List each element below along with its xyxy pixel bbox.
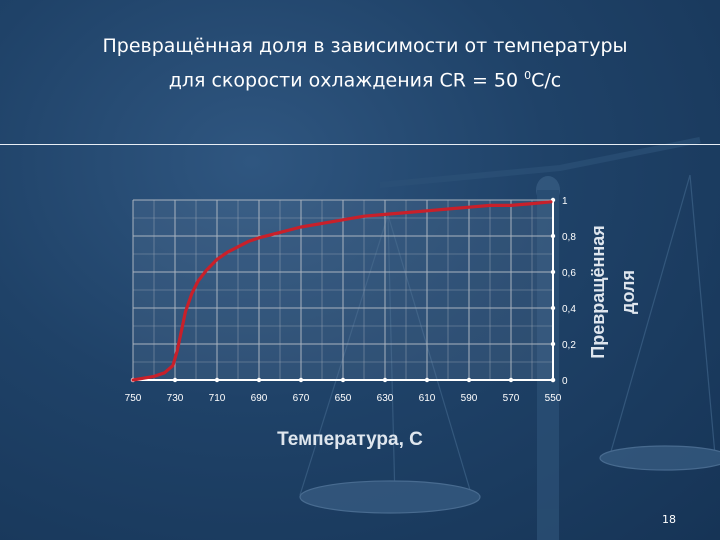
x-tick-label: 710 (209, 393, 226, 404)
slide-title-degree-sup: 0 (524, 69, 532, 82)
y-tick-label: 0,2 (562, 340, 576, 351)
slide-title-line-2-prefix: для скорости охлаждения CR = 50 (168, 69, 525, 92)
slide-title-line-2-suffix: C/c (531, 69, 562, 92)
x-tick-label: 730 (167, 393, 184, 404)
y-axis-title-line-1: Превращённая (588, 225, 608, 358)
y-axis-title-line-2: доля (618, 270, 638, 314)
x-tick-label: 630 (377, 393, 394, 404)
chart-grid (132, 199, 554, 381)
y-tick-label: 0 (562, 376, 568, 387)
y-tick-label: 0,6 (562, 268, 576, 279)
slide-title-line-1: Превращённая доля в зависимости от темпе… (102, 35, 628, 57)
x-tick-label: 610 (419, 393, 436, 404)
chart-axes (130, 197, 556, 383)
x-axis-title: Температура, С (277, 429, 423, 450)
transformed-fraction-curve (131, 200, 553, 382)
x-tick-label: 690 (251, 393, 268, 404)
x-tick-label: 590 (461, 393, 478, 404)
x-tick-label: 670 (293, 393, 310, 404)
x-tick-label: 750 (125, 393, 142, 404)
x-tick-label: 570 (503, 393, 520, 404)
x-tick-label: 650 (335, 393, 352, 404)
x-tick-label: 550 (545, 393, 562, 404)
y-axis-title: Превращённая доля (588, 225, 638, 358)
y-tick-label: 1 (562, 196, 568, 207)
y-tick-label: 0,8 (562, 232, 576, 243)
title-divider (0, 144, 720, 145)
page-number: 18 (662, 513, 676, 526)
y-tick-label: 0,4 (562, 304, 576, 315)
slide-title-line-2: для скорости охлаждения CR = 50 0C/c (0, 61, 720, 95)
chart-curve-layer (131, 200, 553, 382)
slide-title: Превращённая доля в зависимости от темпе… (0, 32, 720, 95)
